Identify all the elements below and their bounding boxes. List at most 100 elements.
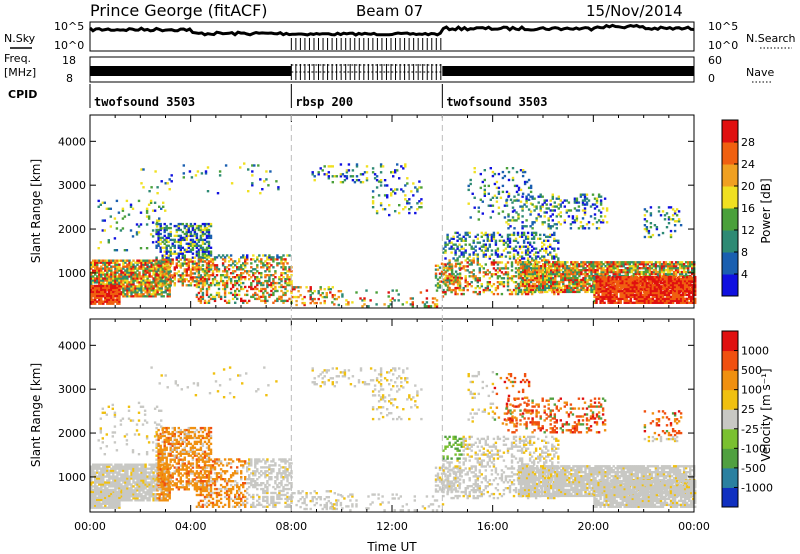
echo-cell (155, 228, 158, 232)
echo-cell (446, 286, 450, 289)
echo-cell (103, 219, 107, 222)
echo-cell (247, 190, 250, 193)
echo-cell (625, 279, 628, 283)
echo-cell (448, 274, 452, 277)
echo-cell (261, 188, 264, 191)
echo-cell (389, 303, 392, 306)
echo-cell (136, 267, 139, 270)
echo-cell (191, 266, 195, 269)
echo-cell (234, 293, 237, 297)
echo-cell (106, 271, 109, 274)
echo-cell (169, 234, 172, 238)
echo-cell (238, 283, 241, 287)
echo-cell (514, 249, 518, 252)
echo-cell (191, 262, 195, 265)
echo-cell (526, 249, 530, 252)
echo-cell (469, 182, 472, 186)
echo-cell (193, 232, 197, 236)
echo-cell (660, 265, 664, 268)
echo-cell (585, 223, 589, 226)
echo-cell (602, 267, 605, 270)
echo-cell (604, 265, 607, 268)
echo-cell (223, 266, 227, 269)
echo-cell (680, 265, 684, 268)
echo-cell (625, 297, 628, 301)
echo-cell (495, 180, 499, 184)
echo-cell (307, 290, 310, 293)
echo-cell (438, 284, 442, 287)
echo-cell (544, 280, 547, 284)
echo-cell (687, 269, 690, 272)
echo-cell (161, 226, 164, 230)
echo-cell (116, 269, 119, 272)
echo-cell (500, 292, 504, 296)
echo-cell (128, 295, 131, 298)
echo-cell (496, 247, 500, 250)
echo-cell (525, 225, 528, 228)
echo-cell (506, 281, 510, 284)
freq-tick-top: 18 (62, 54, 76, 67)
echo-cell (110, 265, 113, 268)
echo-cell (177, 246, 181, 249)
echo-cell (140, 261, 143, 264)
echo-cell (586, 280, 589, 284)
echo-cell (554, 286, 557, 290)
echo-cell (128, 271, 131, 274)
echo-cell (114, 275, 117, 278)
echo-cell (247, 168, 250, 171)
echo-cell (662, 261, 666, 264)
echo-cell (446, 235, 449, 238)
echo-cell (542, 270, 545, 274)
echo-cell (207, 295, 211, 299)
echo-cell (529, 263, 533, 266)
echo-cell (397, 293, 400, 296)
echo-cell (201, 278, 205, 281)
echo-cell (187, 260, 191, 263)
echo-cell (102, 279, 105, 282)
echo-cell (615, 279, 618, 283)
echo-cell (114, 267, 117, 270)
echo-cell (161, 254, 164, 257)
echo-cell (187, 244, 191, 247)
echo-cell (284, 260, 287, 263)
echo-cell (333, 303, 336, 306)
echo-cell (507, 178, 511, 182)
cpid-segment-label: twofsound 3503 (94, 95, 195, 109)
echo-cell (684, 267, 688, 270)
echo-cell (512, 249, 516, 252)
echo-cell (406, 177, 409, 180)
echo-cell (579, 225, 583, 228)
echo-cell (577, 205, 581, 208)
echo-cell (231, 272, 235, 275)
echo-cell (211, 262, 215, 265)
echo-cell (614, 263, 617, 266)
echo-cell (562, 280, 565, 284)
echo-cell (269, 170, 272, 173)
echo-cell (527, 274, 531, 278)
echo-cell (525, 280, 529, 284)
echo-cell (177, 234, 181, 238)
echo-cell (197, 256, 201, 259)
echo-cell (450, 279, 453, 282)
echo-cell (120, 273, 123, 276)
echo-cell (293, 286, 296, 289)
echo-cell (311, 297, 314, 301)
echo-cell (603, 276, 606, 279)
echo-cell (554, 261, 557, 264)
echo-cell (227, 301, 231, 304)
echo-cell (606, 270, 609, 274)
echo-cell (547, 259, 550, 262)
echo-cell (246, 293, 249, 297)
echo-cell (434, 268, 438, 271)
echo-cell (252, 295, 255, 299)
echo-cell (533, 265, 537, 268)
echo-cell (573, 201, 577, 204)
echo-cell (678, 261, 682, 264)
echo-cell (135, 223, 139, 226)
echo-cell (327, 286, 331, 289)
echo-cell (458, 243, 461, 246)
echo-cell (116, 296, 119, 299)
echo-cell (441, 295, 445, 298)
echo-cell (418, 180, 421, 183)
echo-cell (124, 293, 127, 296)
